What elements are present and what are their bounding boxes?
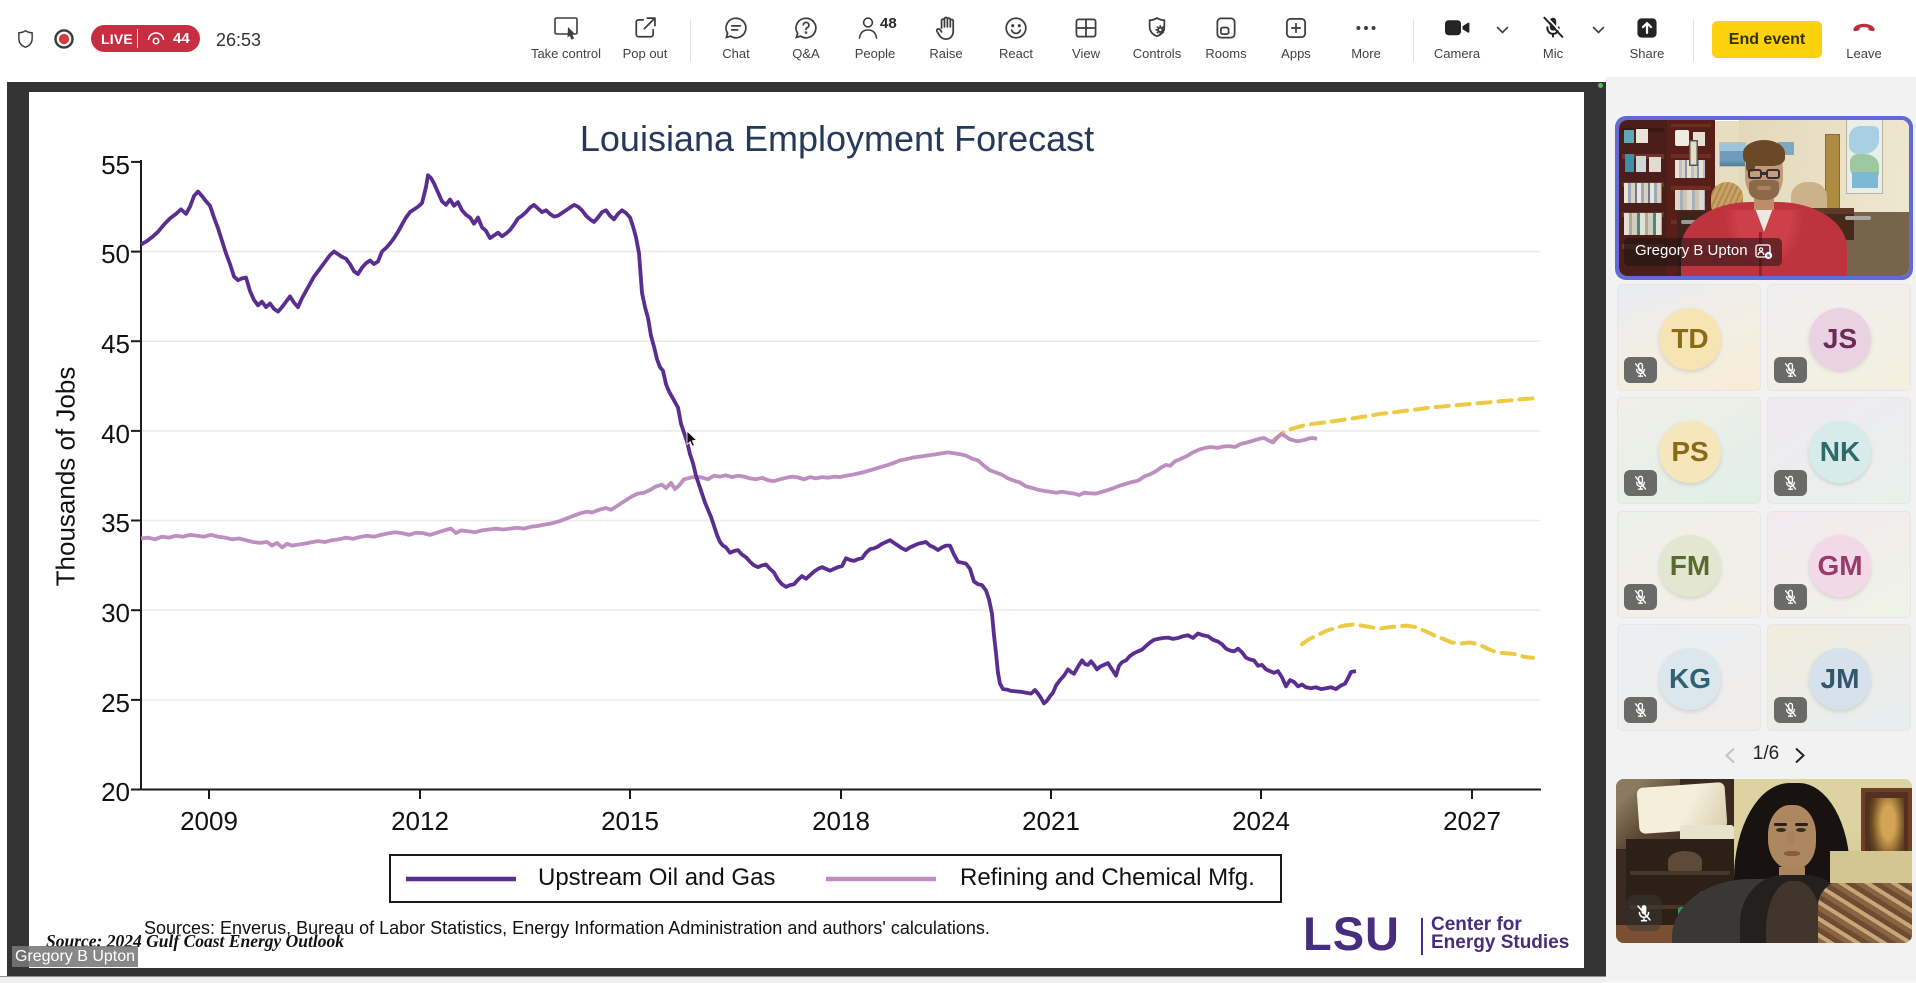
svg-text:48: 48 bbox=[880, 15, 897, 32]
